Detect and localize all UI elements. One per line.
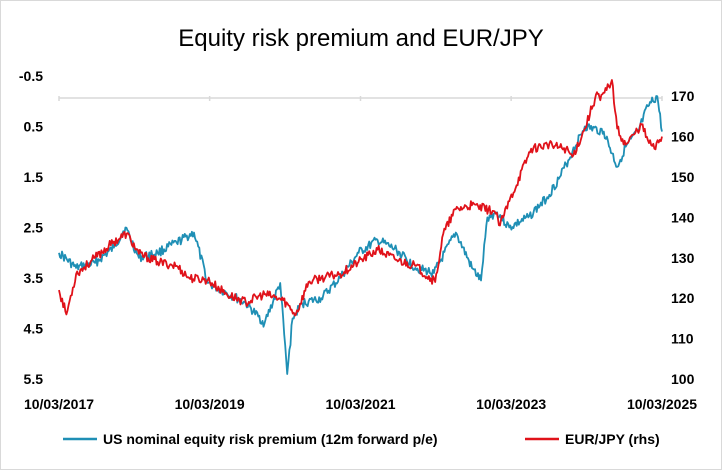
x-tick-label: 10/03/2023 (476, 396, 546, 412)
left-tick-label: 0.5 (24, 119, 44, 135)
left-tick-label: 5.5 (24, 371, 44, 387)
x-tick-label: 10/03/2019 (175, 396, 245, 412)
right-tick-label: 130 (671, 250, 695, 266)
left-tick-label: 4.5 (24, 321, 44, 337)
right-tick-label: 160 (671, 129, 695, 145)
x-axis-tick-marks (58, 96, 663, 101)
chart-title: Equity risk premium and EUR/JPY (178, 25, 543, 52)
right-tick-label: 140 (671, 209, 695, 225)
left-axis-ticks: -0.5 0.5 1.5 2.5 3.5 4.5 5.5 (19, 68, 43, 387)
series-line-erp (58, 95, 663, 375)
left-tick-label: 3.5 (24, 270, 44, 286)
series-line-eurjpy (58, 79, 663, 317)
legend-label-erp: US nominal equity risk premium (12m forw… (103, 431, 438, 447)
right-tick-label: 170 (671, 88, 695, 104)
left-tick-label: -0.5 (19, 68, 43, 84)
x-axis-labels: 10/03/2017 10/03/2019 10/03/2021 10/03/2023… (24, 396, 697, 412)
x-tick-label: 10/03/2025 (627, 396, 697, 412)
right-tick-label: 100 (671, 371, 695, 387)
right-tick-label: 120 (671, 290, 695, 306)
x-tick-label: 10/03/2017 (24, 396, 94, 412)
x-tick-label: 10/03/2021 (325, 396, 395, 412)
left-tick-label: 2.5 (24, 220, 44, 236)
series-layer (58, 79, 663, 375)
right-axis-ticks: 100 110 120 130 140 150 160 170 (671, 88, 695, 387)
legend-label-eurjpy: EUR/JPY (rhs) (565, 431, 660, 447)
right-tick-label: 150 (671, 169, 695, 185)
right-tick-label: 110 (671, 331, 694, 347)
legend: US nominal equity risk premium (12m forw… (63, 431, 660, 447)
left-tick-label: 1.5 (24, 169, 44, 185)
